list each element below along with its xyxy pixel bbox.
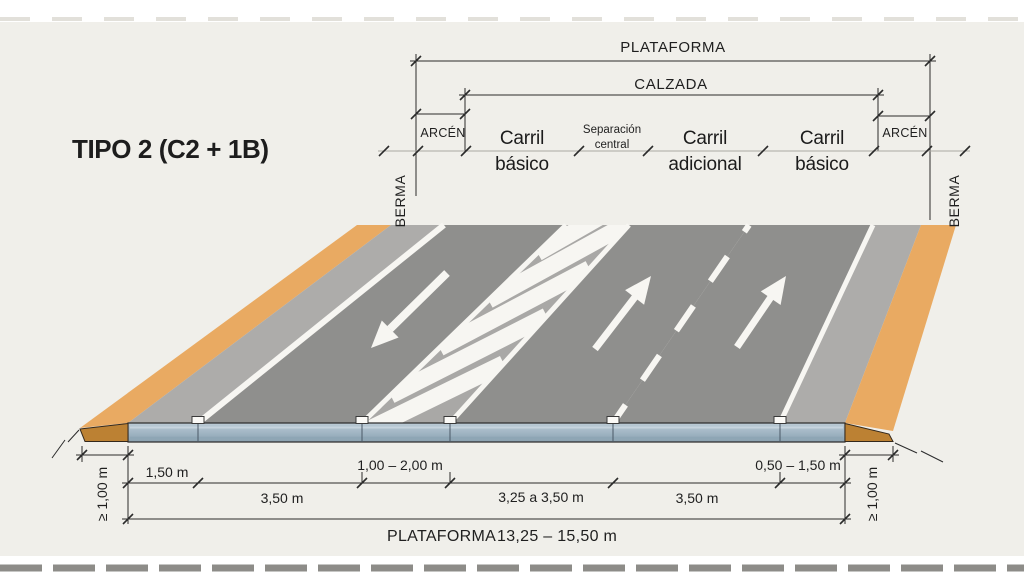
plataforma-total-value: 13,25 – 15,50 m [497,528,617,545]
arcen-left-dim: 1,50 m [146,464,189,480]
lane-additional-label-2: adicional [668,154,741,175]
extension-lines [415,54,931,220]
lane-left-dim: 3,50 m [261,490,304,506]
ground-break-right [894,442,944,463]
berma-left-dim: ≥ 1,00 m [94,467,110,521]
lane-basic-left-label-1: Carril [500,128,544,149]
shoulder-band-right [780,225,921,423]
edge-line-left [196,222,446,426]
diagram-title: TIPO 2 (C2 + 1B) [72,134,269,164]
median-dim: 1,00 – 2,00 m [357,457,443,473]
berma-right-dim: ≥ 1,00 m [864,467,880,521]
calzada-label: CALZADA [634,76,707,93]
top-dimensions: PLATAFORMA CALZADA ARCÉN ARCÉN BERMA BER… [378,39,971,228]
berma-left-label: BERMA [392,175,408,228]
cross-section-strip [79,416,894,443]
separation-label-1: Separación [583,124,641,136]
lane-basic-right-label-2: básico [795,154,849,175]
lane-basic-right [613,225,873,423]
median-line-left [360,223,568,425]
left-lane-arrow [371,270,450,348]
arcen-right-label: ARCÉN [882,125,927,140]
median-hatch-stripes [364,225,627,423]
bottom-dimensions: 1,50 m 1,00 – 2,00 m 0,50 – 1,50 m 3,50 … [76,446,899,545]
lane-basic-left-label-2: básico [495,154,549,175]
lane-center-dim: 3,25 a 3,50 m [498,489,584,505]
top-dimension-ticks [378,55,971,157]
bottom-dimension-ticks [76,449,899,525]
edge-line-right [777,223,876,425]
dashed-lane-line [610,223,752,425]
boundary-markers [191,416,787,424]
separation-label-2: central [595,139,630,151]
shoulder-band-left [128,225,444,423]
right-lane-arrow [734,276,786,349]
road-perspective [51,222,956,463]
berma-band-right [845,225,956,431]
additional-lane-arrow [592,276,651,352]
berma-right-label: BERMA [946,175,962,228]
berma-block-left [79,422,129,442]
arcen-left-label: ARCÉN [420,125,465,140]
strip-dividers [197,423,781,442]
median-line-right [448,223,631,425]
plataforma-total-label: PLATAFORMA [387,528,496,545]
lane-additional-label-1: Carril [683,128,727,149]
lane-additional [450,225,749,423]
lane-basic-right-label-1: Carril [800,128,844,149]
berma-band-left [80,225,391,428]
plataforma-label: PLATAFORMA [620,39,725,56]
lane-right-dim: 3,50 m [676,490,719,506]
berma-block-right [844,422,894,442]
arcen-right-dim: 0,50 – 1,50 m [755,457,841,473]
ground-break-left [51,429,80,459]
